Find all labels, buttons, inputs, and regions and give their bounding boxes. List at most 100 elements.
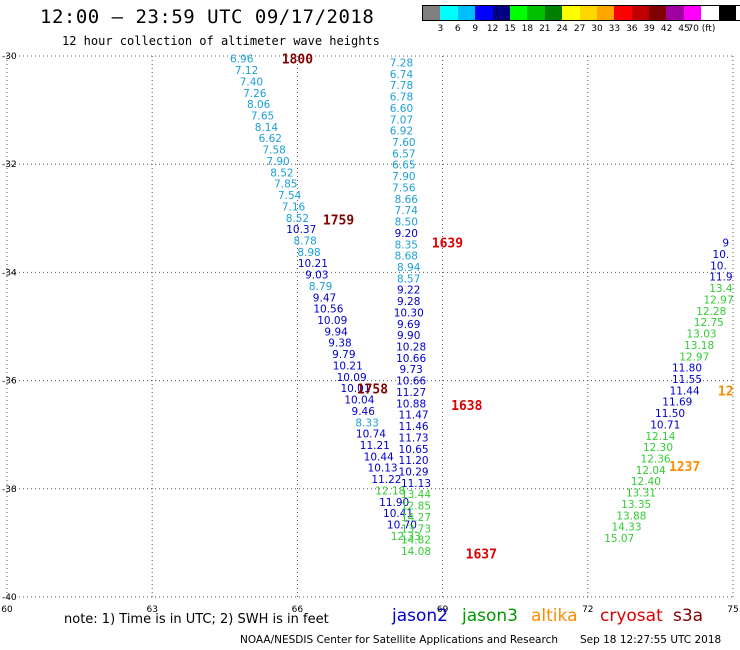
pass-time-label: 12	[718, 384, 734, 399]
colorbar-tick-label: 24	[556, 24, 568, 34]
wave-height-colorbar: 3 6 9 12 15 18 21 24 27 30 33 36 39 42 45 70 (ft)	[422, 5, 740, 35]
wave-height-value: 9.03	[305, 270, 328, 282]
wave-height-value: 8.68	[395, 251, 418, 263]
colorbar-swatch	[683, 6, 702, 20]
colorbar-tick-label: 18	[521, 24, 534, 34]
wave-height-value: 12.97	[679, 351, 709, 363]
wave-height-value: 8.52	[270, 167, 293, 179]
wave-height-value: 10.13	[368, 463, 398, 475]
wave-height-value: 8.57	[397, 273, 420, 285]
latitude-tick-label: -34	[2, 268, 17, 278]
wave-height-value: 9.94	[324, 326, 348, 338]
colorbar-tick-label: 9	[472, 24, 479, 34]
pass-time-label: 1758	[357, 383, 388, 398]
wave-height-value: 9.38	[328, 338, 351, 350]
colorbar-swatch	[579, 6, 597, 20]
longitude-tick-label: 63	[146, 605, 157, 615]
wave-height-value: 12.40	[631, 476, 661, 488]
wave-height-value: 9.90	[397, 330, 420, 342]
wave-height-value: 9.46	[352, 406, 376, 418]
wave-height-value: 7.16	[282, 201, 306, 213]
wave-height-value: 12.85	[401, 501, 431, 513]
wave-height-value: 7.74	[395, 205, 419, 217]
wave-height-value: 7.65	[251, 111, 274, 123]
colorbar-tick-label: 30	[591, 24, 603, 34]
wave-height-value: 12.36	[641, 454, 671, 466]
wave-height-value: 7.56	[392, 182, 416, 194]
wave-height-value: 10.09	[337, 372, 367, 384]
wave-height-value: 7.26	[243, 88, 267, 100]
wave-height-value: 11.27	[396, 387, 426, 399]
pass-time-label: 1759	[323, 213, 354, 228]
colorbar-tick-label: 45	[678, 24, 690, 34]
wave-height-value: 12.14	[645, 431, 675, 443]
wave-height-value: 7.85	[274, 179, 297, 191]
colorbar-tick-label: 36	[626, 24, 638, 34]
wave-height-value: 10.44	[364, 451, 394, 463]
colorbar-tick-label: 12	[486, 24, 499, 34]
wave-height-value: 10.30	[394, 307, 424, 319]
colorbar-swatch	[457, 6, 476, 20]
wave-height-value: 11.73	[399, 432, 429, 444]
colorbar-swatch	[475, 6, 493, 20]
wave-height-value: 8.66	[395, 194, 419, 206]
pass-time-label: 1639	[432, 237, 463, 252]
generated-timestamp: Sep 18 12:27:55 UTC 2018	[580, 634, 722, 646]
wave-height-value: 9	[722, 238, 729, 250]
wave-height-value: 6.92	[390, 126, 413, 138]
legend-altika: altika	[531, 606, 578, 626]
colorbar-ticks: 3 6 9 12 15 18 21 24 27 30 33 36 39 42 45 70 (ft)	[422, 21, 740, 35]
pass-time-label: 1638	[451, 399, 482, 414]
wave-height-value: 14.82	[401, 535, 431, 547]
wave-height-value: 11.69	[662, 397, 692, 409]
wave-height-value: 11.80	[672, 363, 702, 375]
wave-height-value: 10.04	[344, 395, 374, 407]
wave-height-value: 6.60	[390, 103, 413, 115]
wave-height-value: 10.65	[399, 444, 429, 456]
pass-time-label: 1237	[669, 460, 700, 475]
colorbar-swatch	[562, 6, 580, 20]
wave-height-value: 11.20	[399, 455, 429, 467]
colorbar-tick-label: 27	[573, 24, 586, 34]
wave-height-value: 11.9	[709, 272, 732, 284]
wave-height-value: 13.03	[687, 329, 717, 341]
wave-height-value: 12.33	[391, 531, 421, 543]
latitude-tick-label: -30	[2, 52, 17, 62]
latitude-tick-label: -36	[2, 377, 17, 387]
wave-height-value: 9.47	[313, 292, 336, 304]
colorbar-swatch	[701, 6, 719, 20]
page-subtitle: 12 hour collection of altimeter wave hei…	[62, 34, 380, 48]
wave-height-value: 7.28	[390, 57, 413, 69]
wave-height-value: 6.78	[390, 92, 413, 104]
wave-height-value: 13.73	[401, 523, 431, 535]
wave-height-value: 8.14	[255, 122, 279, 134]
wave-height-value: 7.07	[390, 114, 413, 126]
wave-height-value: 13.44	[401, 489, 431, 501]
wave-height-value: 10.09	[317, 315, 347, 327]
wave-height-value: 9.28	[397, 296, 420, 308]
longitude-tick-label: 60	[1, 605, 13, 615]
colorbar-tick-label: 6	[454, 24, 461, 34]
wave-height-value: 14.27	[401, 512, 431, 524]
colorbar-swatch	[631, 6, 650, 20]
colorbar-tick-label: 33	[608, 24, 621, 34]
wave-height-value: 8.98	[297, 247, 320, 259]
wave-height-value: 10.21	[298, 258, 328, 270]
wave-height-value: 8.35	[395, 239, 418, 251]
units-note: note: 1) Time is in UTC; 2) SWH is in fe…	[64, 612, 329, 627]
wave-height-value: 8.33	[355, 417, 378, 429]
latitude-tick-label: -38	[2, 485, 17, 495]
wave-height-value: 6.62	[259, 133, 282, 145]
wave-height-value: 7.58	[262, 145, 285, 157]
legend-s3a: s3a	[673, 606, 704, 626]
legend-jason3: jason3	[462, 606, 518, 626]
wave-height-value: 15.07	[604, 533, 634, 545]
wave-height-value: 13.31	[626, 488, 656, 500]
colorbar-swatch	[423, 6, 441, 20]
wave-height-value: 10.01	[340, 383, 370, 395]
wave-height-value: 10.	[710, 260, 727, 272]
wave-height-value: 13.88	[616, 510, 646, 522]
wave-height-value: 14.08	[401, 546, 431, 558]
colorbar-swatch	[596, 6, 615, 20]
